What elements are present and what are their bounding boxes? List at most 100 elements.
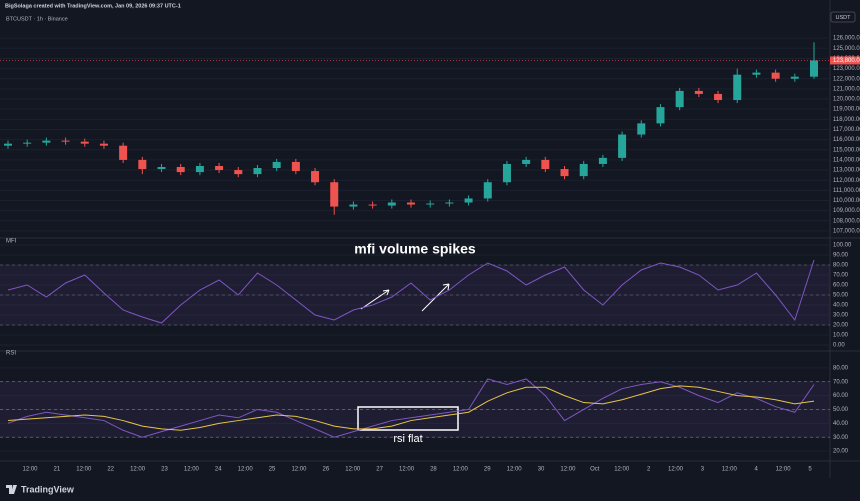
last-price-label: 123,800.00 [833, 58, 860, 64]
y-tick-label: 90.00 [833, 253, 849, 259]
caption: BigSolaga created with TradingView.com, … [5, 3, 181, 9]
currency: USDT [836, 15, 852, 21]
y-tick-label: 118,000.00 [833, 117, 860, 123]
candle-body [445, 202, 454, 204]
candle-body [387, 202, 396, 206]
x-tick-label: 12:00 [776, 467, 792, 473]
y-tick-label: 20.00 [833, 449, 849, 455]
x-tick-label: 27 [376, 467, 383, 473]
x-tick-label: 5 [808, 467, 812, 473]
y-tick-label: 113,000.00 [833, 168, 860, 174]
candle-body [598, 157, 607, 164]
annotation: mfi volume spikes [354, 241, 476, 257]
candle-body [426, 203, 435, 205]
candle-body [291, 161, 300, 172]
arrow [360, 289, 390, 310]
annotation-box [357, 406, 459, 431]
y-tick-label: 117,000.00 [833, 127, 860, 133]
candle-body [637, 123, 646, 135]
candle-body [42, 140, 51, 143]
y-tick-label: 115,000.00 [833, 147, 860, 153]
y-tick-label: 80.00 [833, 365, 849, 371]
candle-body [119, 145, 128, 160]
candle-body [234, 170, 243, 175]
symbol: BTCUSDT · 1h · Binance [6, 16, 68, 22]
x-tick-label: 12:00 [76, 467, 92, 473]
candle-body [733, 74, 742, 101]
candle-body [502, 163, 511, 183]
candle-body [618, 134, 627, 158]
candle-body [4, 143, 12, 146]
x-tick-label: 21 [54, 467, 61, 473]
x-tick-label: 3 [701, 467, 705, 473]
ma-line [7, 385, 815, 431]
y-tick-label: 10.00 [833, 333, 849, 339]
indicator-line [7, 378, 815, 438]
y-tick-label: 110,000.00 [833, 198, 860, 204]
candle-body [752, 72, 761, 75]
y-tick-label: 108,000.00 [833, 218, 860, 224]
arrow-head [442, 283, 450, 291]
x-tick-label: 12:00 [722, 467, 738, 473]
y-tick-label: 40.00 [833, 303, 849, 309]
x-tick-label: 29 [484, 467, 491, 473]
y-tick-label: 60.00 [833, 393, 849, 399]
candle-body [522, 159, 531, 164]
x-tick-label: 25 [269, 467, 276, 473]
candle-body [349, 204, 358, 207]
y-tick-label: 111,000.00 [833, 188, 860, 194]
candle-body [541, 159, 550, 170]
candle-body [330, 182, 339, 207]
x-tick-label: 26 [323, 467, 330, 473]
candle-body [771, 72, 780, 79]
footer [0, 478, 860, 501]
candle-body [311, 171, 320, 183]
candle-body [560, 169, 569, 177]
x-tick-label: 30 [538, 467, 545, 473]
y-tick-label: 107,000.00 [833, 229, 860, 235]
y-tick-label: 125,000.00 [833, 46, 860, 52]
candle-body [675, 90, 684, 108]
x-tick-label: 12:00 [560, 467, 576, 473]
y-tick-label: 122,000.00 [833, 76, 860, 82]
panel-title: MFI [6, 239, 17, 245]
x-tick-label: 4 [755, 467, 759, 473]
candle-body [253, 168, 262, 175]
x-tick-label: 12:00 [399, 467, 415, 473]
y-tick-label: 60.00 [833, 283, 849, 289]
x-tick-label: 12:00 [291, 467, 307, 473]
x-tick-label: 28 [430, 467, 437, 473]
y-tick-label: 0.00 [833, 343, 845, 349]
y-tick-label: 70.00 [833, 379, 849, 385]
candle-body [23, 142, 32, 144]
candle-body [138, 159, 147, 170]
x-tick-label: 12:00 [184, 467, 200, 473]
x-tick-label: 12:00 [453, 467, 469, 473]
y-tick-label: 114,000.00 [833, 157, 860, 163]
currency-box [830, 11, 856, 23]
candle-body [810, 60, 818, 77]
annotation: rsi flat [393, 433, 422, 445]
x-tick-label: 12:00 [22, 467, 38, 473]
candle-body [464, 198, 473, 203]
logo-icon [6, 485, 17, 494]
y-tick-label: 126,000.00 [833, 36, 860, 42]
candle-body [99, 143, 108, 146]
y-tick-label: 119,000.00 [833, 107, 860, 113]
indicator-line [7, 259, 815, 324]
x-tick-label: 12:00 [130, 467, 146, 473]
candle-body [483, 182, 492, 199]
last-price-tag [830, 56, 860, 65]
candle-body [368, 204, 377, 206]
candle-body [714, 93, 723, 101]
x-tick-label: 12:00 [668, 467, 684, 473]
y-tick-label: 50.00 [833, 407, 849, 413]
y-tick-label: 120,000.00 [833, 97, 860, 103]
candle-body [272, 161, 281, 169]
x-tick-label: 12:00 [507, 467, 523, 473]
y-tick-label: 109,000.00 [833, 208, 860, 214]
candle-body [215, 165, 224, 171]
x-tick-label: 12:00 [614, 467, 630, 473]
y-tick-label: 123,000.00 [833, 66, 860, 72]
y-tick-label: 70.00 [833, 273, 849, 279]
